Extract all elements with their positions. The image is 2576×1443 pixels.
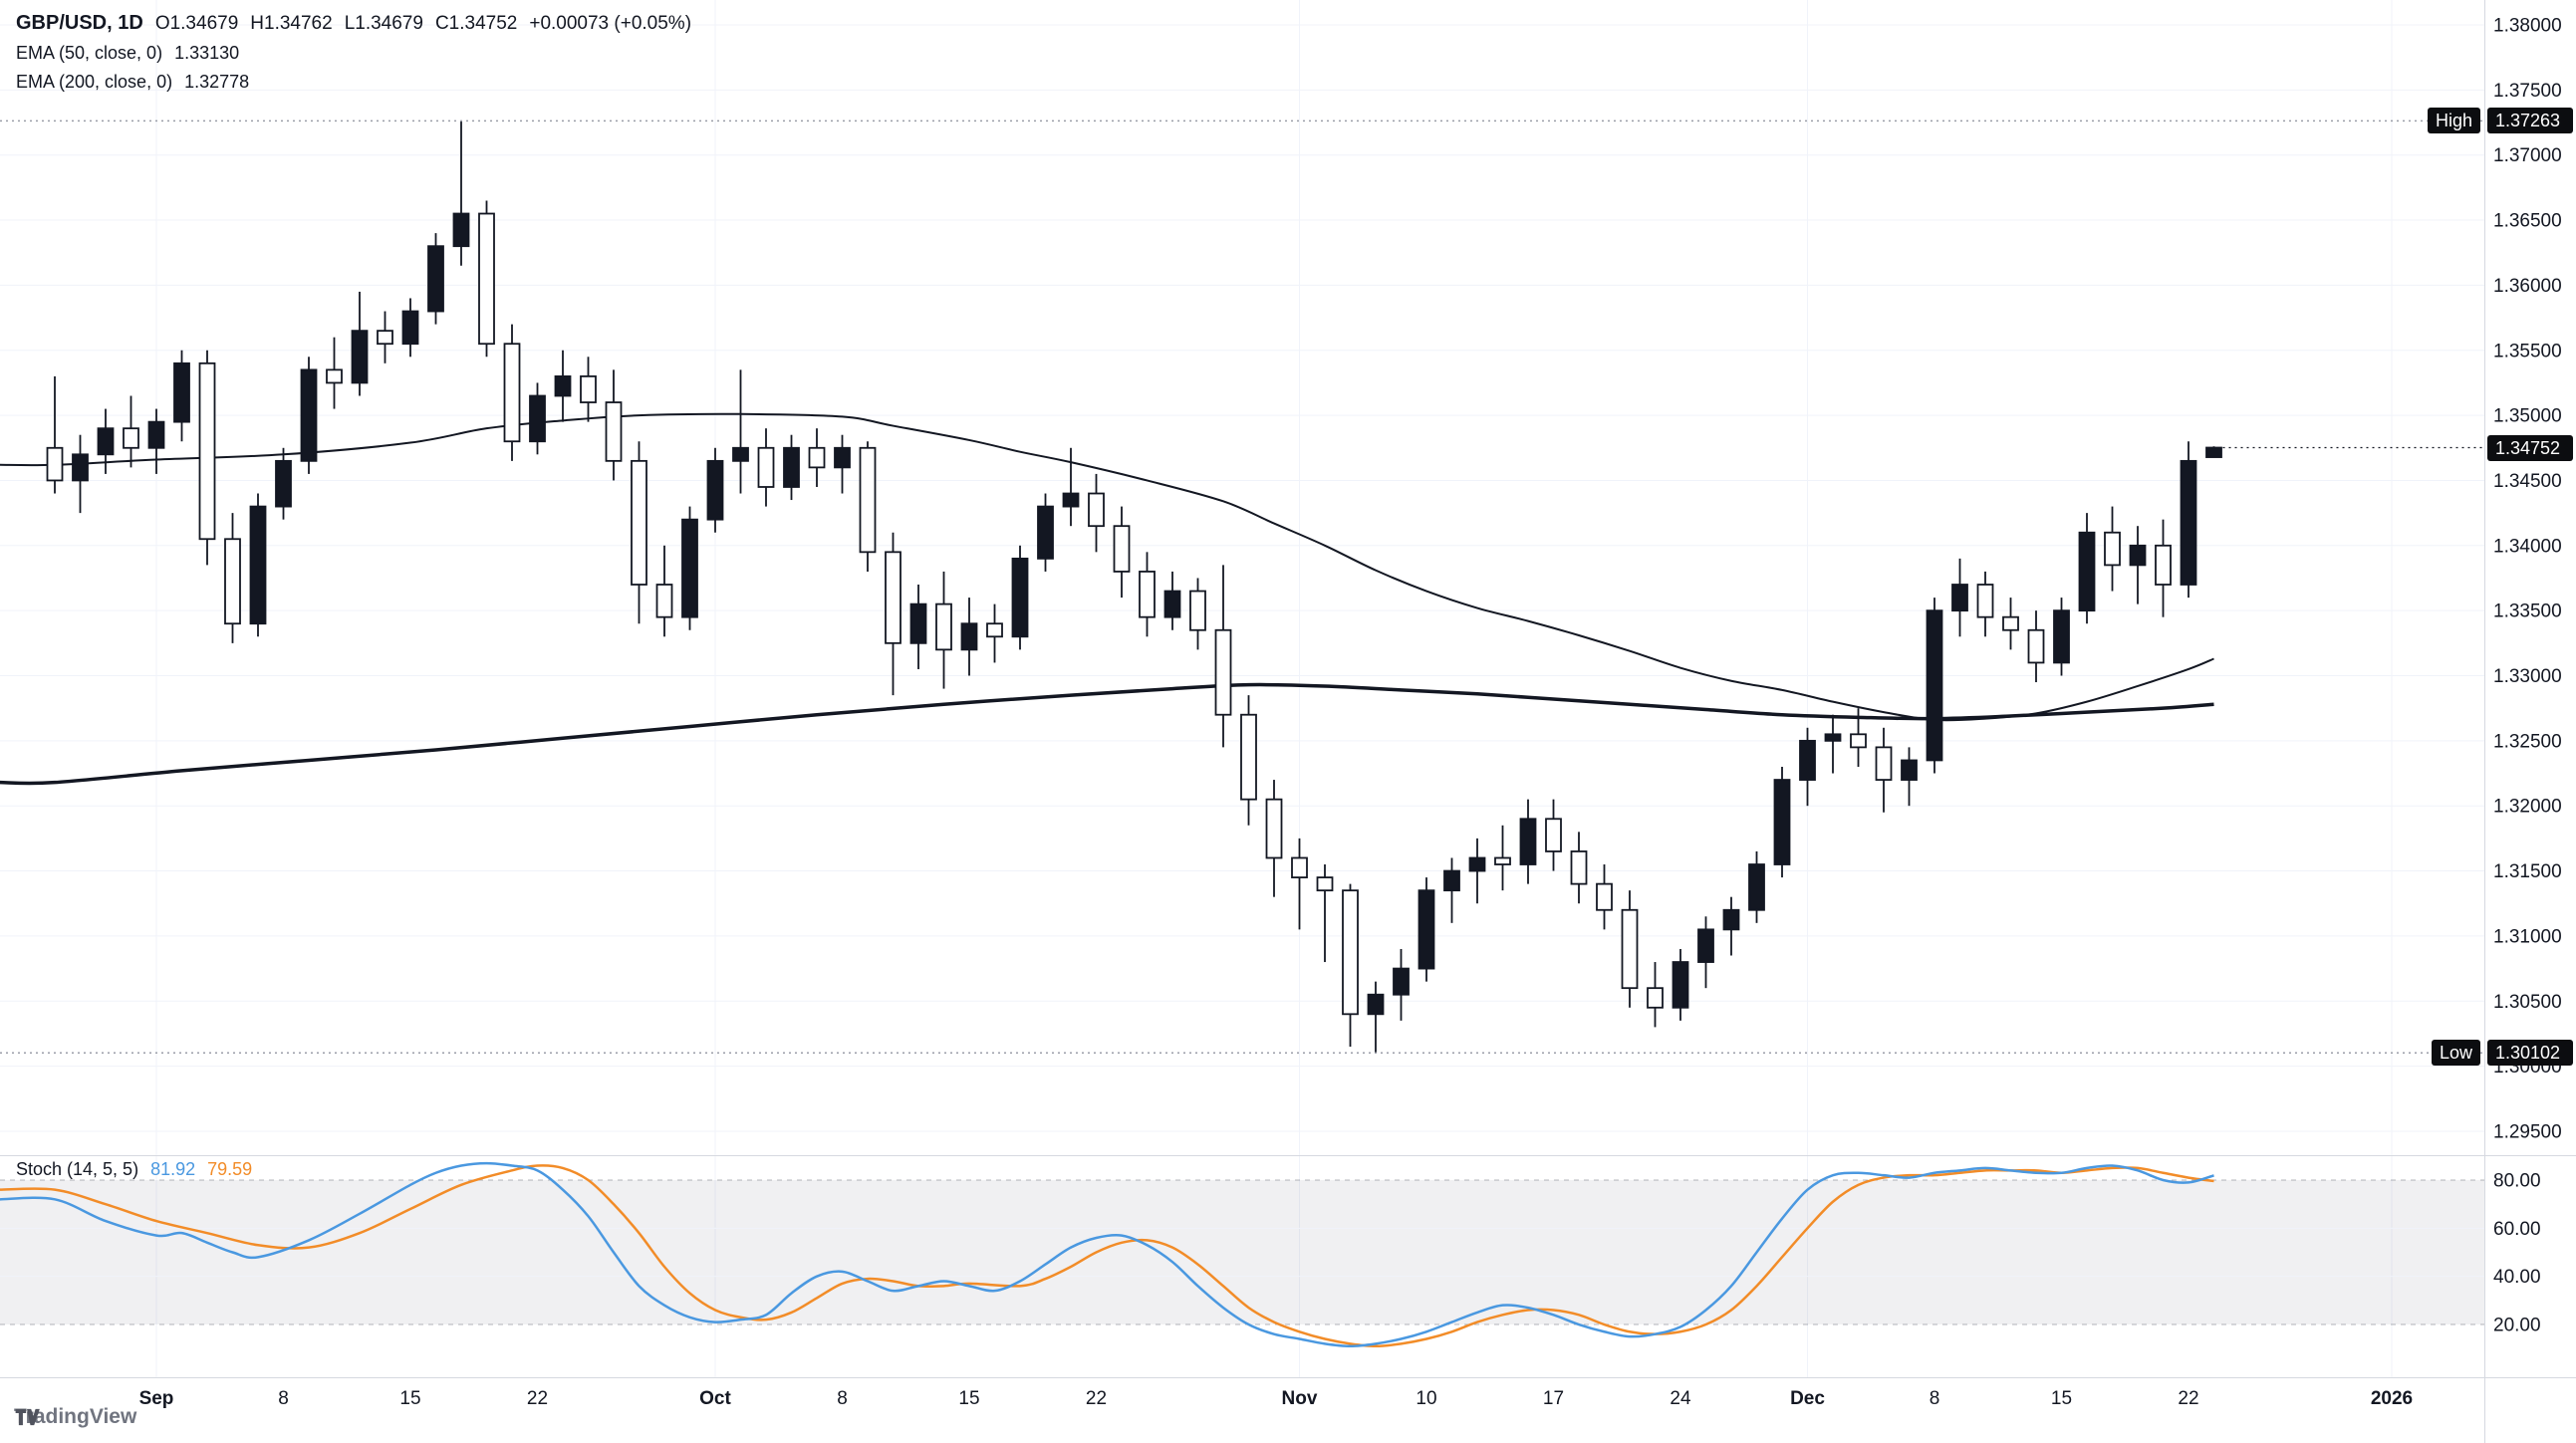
ohlc-close: C1.34752 [434, 13, 518, 34]
svg-text:Sep: Sep [139, 1388, 174, 1409]
svg-text:22: 22 [527, 1388, 548, 1409]
svg-text:1.35500: 1.35500 [2493, 341, 2562, 361]
svg-text:1.36500: 1.36500 [2493, 211, 2562, 232]
svg-text:Oct: Oct [699, 1388, 731, 1409]
tradingview-logo-text: TradingView [14, 1405, 137, 1428]
svg-text:1.31000: 1.31000 [2493, 926, 2562, 947]
stoch-lines[interactable] [0, 1161, 2214, 1348]
stoch-axis-labels[interactable]: 80.00 60.00 40.00 20.00 [2493, 1171, 2541, 1336]
svg-text:Dec: Dec [1790, 1388, 1825, 1409]
stoch-band [0, 1179, 2484, 1325]
low-price-badge: 1.30102 [2487, 1040, 2573, 1067]
svg-text:60.00: 60.00 [2493, 1219, 2541, 1240]
svg-text:2026: 2026 [2371, 1388, 2413, 1409]
stoch-legend-row[interactable]: Stoch (14, 5, 5) 81.92 79.59 [16, 1159, 252, 1180]
price-axis-labels[interactable]: 1.38000 1.37500 1.37000 1.36500 1.36000 1.355… [2493, 16, 2562, 1143]
gridlines [0, 0, 2484, 1377]
tradingview-logo[interactable]: TradingView [14, 1405, 136, 1429]
svg-text:1.33000: 1.33000 [2493, 666, 2562, 687]
svg-text:8: 8 [837, 1388, 848, 1409]
svg-text:8: 8 [1930, 1388, 1940, 1409]
pane-separator[interactable] [0, 1155, 2576, 1156]
svg-text:1.30500: 1.30500 [2493, 992, 2562, 1013]
ema50-legend-row[interactable]: EMA (50, close, 0) 1.33130 [16, 43, 691, 64]
high-label-badge: High [2427, 108, 2480, 134]
svg-text:1.37000: 1.37000 [2493, 145, 2562, 166]
svg-text:1.35000: 1.35000 [2493, 406, 2562, 427]
high-price-badge: 1.37263 [2487, 108, 2573, 134]
ema200-legend-row[interactable]: EMA (200, close, 0) 1.32778 [16, 72, 691, 93]
ohlc-low: L1.34679 [344, 13, 423, 34]
ohlc-open: O1.34679 [154, 13, 239, 34]
svg-text:80.00: 80.00 [2493, 1171, 2541, 1192]
svg-text:15: 15 [399, 1388, 420, 1409]
ema-200-line[interactable] [0, 682, 2214, 786]
stoch-k-value: 81.92 [150, 1159, 196, 1179]
svg-text:40.00: 40.00 [2493, 1267, 2541, 1288]
svg-text:1.29500: 1.29500 [2493, 1121, 2562, 1142]
tradingview-logo-icon [15, 1408, 40, 1426]
svg-text:1.38000: 1.38000 [2493, 16, 2562, 37]
svg-text:10: 10 [1416, 1388, 1436, 1409]
ema-50-line[interactable] [0, 412, 2214, 722]
ohlc-row: GBP/USD, 1D O1.34679 H1.34762 L1.34679 C… [16, 12, 691, 35]
last-price-badge: 1.34752 [2487, 434, 2573, 461]
ema50-label: EMA (50, close, 0) [16, 43, 163, 63]
svg-text:Nov: Nov [1282, 1388, 1318, 1409]
svg-text:1.34000: 1.34000 [2493, 536, 2562, 557]
ema200-label: EMA (200, close, 0) [16, 72, 173, 92]
svg-text:1.34500: 1.34500 [2493, 471, 2562, 492]
svg-text:22: 22 [1086, 1388, 1107, 1409]
svg-text:1.32000: 1.32000 [2493, 797, 2562, 818]
svg-text:15: 15 [2051, 1388, 2072, 1409]
stoch-d-value: 79.59 [207, 1159, 253, 1179]
svg-text:20.00: 20.00 [2493, 1316, 2541, 1336]
ohlc-high: H1.34762 [250, 13, 333, 34]
svg-text:1.37500: 1.37500 [2493, 81, 2562, 102]
svg-text:24: 24 [1670, 1388, 1691, 1409]
symbol-legend: GBP/USD, 1D O1.34679 H1.34762 L1.34679 C… [16, 12, 691, 101]
svg-text:22: 22 [2178, 1388, 2198, 1409]
svg-text:15: 15 [958, 1388, 979, 1409]
svg-text:8: 8 [278, 1388, 289, 1409]
time-axis-labels[interactable]: Sep 8 15 22 Oct 8 15 22 Nov 10 17 24 Dec 8 15 22 2026 [139, 1388, 2414, 1409]
ohlc-change: +0.00073 (+0.05%) [529, 13, 692, 34]
time-axis-separator [0, 1377, 2576, 1378]
low-label-badge: Low [2431, 1040, 2480, 1067]
candlestick-series[interactable] [46, 120, 2222, 1054]
svg-text:1.31500: 1.31500 [2493, 861, 2562, 882]
ema200-value: 1.32778 [184, 72, 250, 92]
symbol-title[interactable]: GBP/USD, 1D [16, 12, 143, 34]
svg-text:17: 17 [1543, 1388, 1564, 1409]
high-low-level-lines [0, 120, 2484, 1055]
ema50-value: 1.33130 [174, 43, 240, 63]
stoch-label: Stoch (14, 5, 5) [16, 1159, 139, 1179]
price-axis-separator[interactable] [2484, 0, 2485, 1443]
svg-text:1.32500: 1.32500 [2493, 731, 2562, 752]
svg-text:1.36000: 1.36000 [2493, 276, 2562, 297]
svg-text:1.33500: 1.33500 [2493, 601, 2562, 622]
